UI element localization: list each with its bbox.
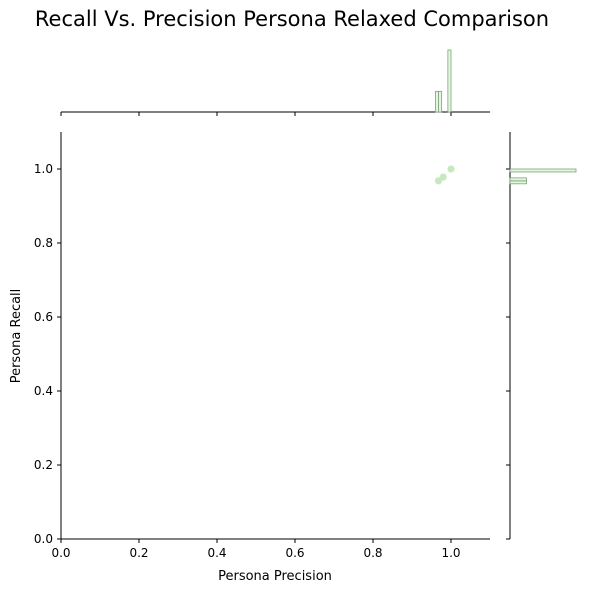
x-tick-label: 0.4	[207, 546, 226, 560]
scatter-point	[447, 165, 455, 173]
right-marginal-bar	[509, 180, 527, 185]
right-marginal-ticks	[506, 168, 510, 540]
right-marginal-histogram	[506, 132, 577, 540]
y-tick-label: 0.0	[34, 532, 53, 546]
x-tick-label: 0.0	[51, 546, 70, 560]
y-tick-label: 1.0	[34, 162, 53, 176]
scatter-point	[439, 173, 447, 181]
chart-title: Recall Vs. Precision Persona Relaxed Com…	[35, 7, 549, 31]
right-marginal-bar	[509, 168, 577, 173]
x-tick-label: 1.0	[441, 546, 460, 560]
top-marginal-bar	[438, 90, 443, 113]
top-marginal-bar	[434, 90, 439, 113]
top-marginal-ticks	[60, 112, 452, 116]
top-marginal-bars	[434, 49, 452, 113]
scatter-points	[434, 165, 455, 185]
top-marginal-bar	[447, 49, 452, 113]
x-ticks: 0.0 0.2 0.4 0.6 0.8 1.0	[51, 539, 461, 560]
y-axis-label: Persona Recall	[9, 289, 24, 384]
y-tick-label: 0.4	[34, 384, 53, 398]
y-tick-label: 0.8	[34, 236, 53, 250]
right-marginal-bars	[509, 168, 577, 185]
main-axes: 0.0 0.2 0.4 0.6 0.8 1.0 0.0 0.2 0.4 0.6 0.8 1.0	[34, 132, 490, 560]
y-tick-label: 0.2	[34, 458, 53, 472]
x-tick-label: 0.2	[129, 546, 148, 560]
x-tick-label: 0.8	[363, 546, 382, 560]
right-marginal-bar	[509, 177, 527, 182]
x-tick-label: 0.6	[285, 546, 304, 560]
y-ticks: 0.0 0.2 0.4 0.6 0.8 1.0	[34, 162, 61, 546]
x-axis-label: Persona Precision	[218, 569, 332, 584]
y-tick-label: 0.6	[34, 310, 53, 324]
top-marginal-histogram	[60, 49, 490, 116]
